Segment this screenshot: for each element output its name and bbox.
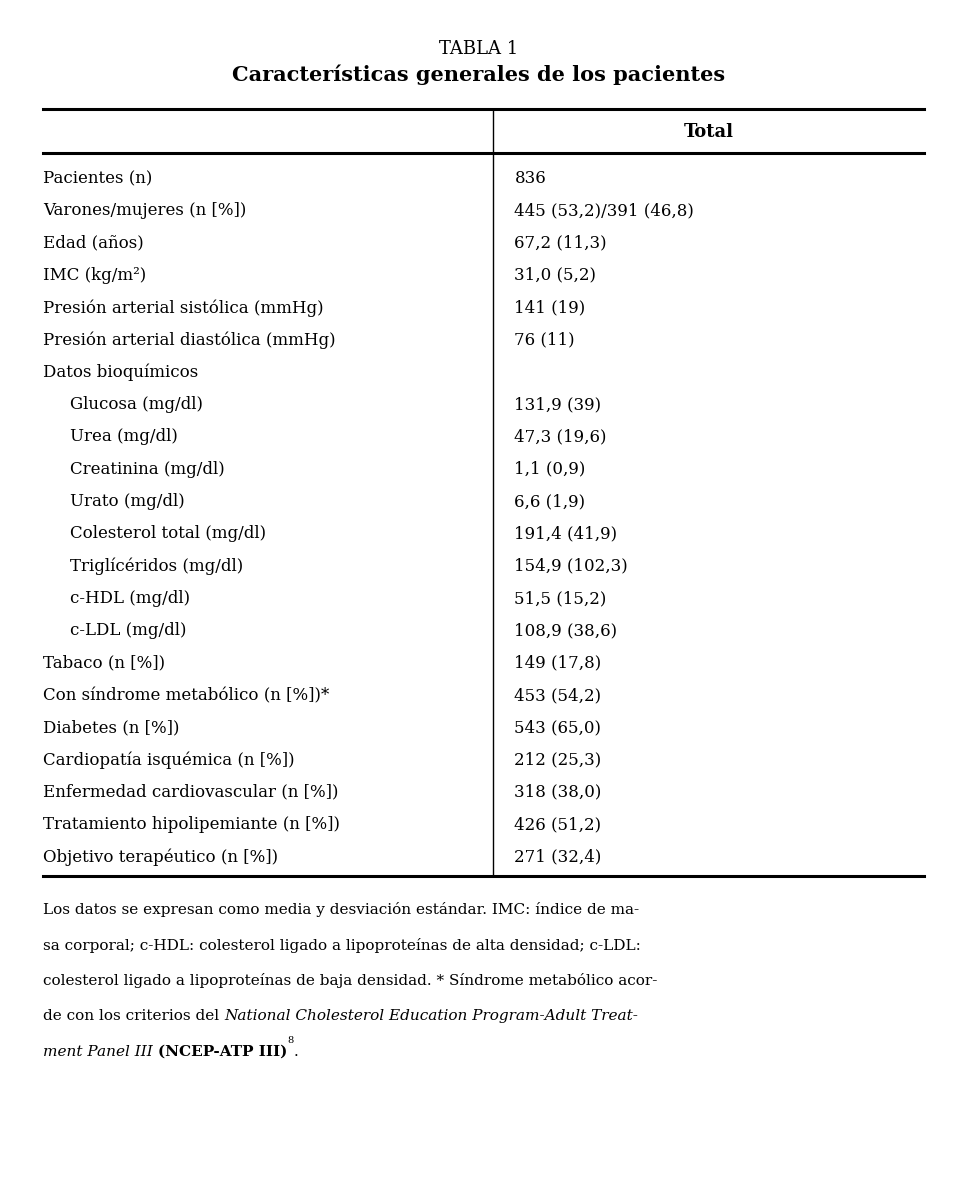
Text: Presión arterial diastólica (mmHg): Presión arterial diastólica (mmHg) bbox=[43, 331, 335, 349]
Text: Datos bioquímicos: Datos bioquímicos bbox=[43, 364, 198, 381]
Text: National Cholesterol Education Program-Adult Treat-: National Cholesterol Education Program-A… bbox=[224, 1009, 638, 1023]
Text: Diabetes (n [%]): Diabetes (n [%]) bbox=[43, 719, 179, 737]
Text: colesterol ligado a lipoproteínas de baja densidad. * Síndrome metabólico acor-: colesterol ligado a lipoproteínas de baj… bbox=[43, 973, 657, 988]
Text: 212 (25,3): 212 (25,3) bbox=[514, 752, 602, 769]
Text: 836: 836 bbox=[514, 170, 546, 187]
Text: 108,9 (38,6): 108,9 (38,6) bbox=[514, 623, 618, 639]
Text: 51,5 (15,2): 51,5 (15,2) bbox=[514, 590, 606, 607]
Text: 6,6 (1,9): 6,6 (1,9) bbox=[514, 493, 585, 510]
Text: Características generales de los pacientes: Características generales de los pacient… bbox=[233, 64, 725, 84]
Text: Los datos se expresan como media y desviación estándar. IMC: índice de ma-: Los datos se expresan como media y desvi… bbox=[43, 902, 639, 917]
Text: Creatinina (mg/dl): Creatinina (mg/dl) bbox=[70, 461, 225, 478]
Text: 76 (11): 76 (11) bbox=[514, 331, 575, 348]
Text: 543 (65,0): 543 (65,0) bbox=[514, 719, 602, 737]
Text: 271 (32,4): 271 (32,4) bbox=[514, 848, 602, 866]
Text: 191,4 (41,9): 191,4 (41,9) bbox=[514, 525, 618, 543]
Text: Tratamiento hipolipemiante (n [%]): Tratamiento hipolipemiante (n [%]) bbox=[43, 816, 340, 833]
Text: Presión arterial sistólica (mmHg): Presión arterial sistólica (mmHg) bbox=[43, 299, 324, 317]
Text: 141 (19): 141 (19) bbox=[514, 299, 585, 316]
Text: 131,9 (39): 131,9 (39) bbox=[514, 396, 602, 413]
Text: 1,1 (0,9): 1,1 (0,9) bbox=[514, 461, 586, 478]
Text: de con los criterios del: de con los criterios del bbox=[43, 1009, 224, 1023]
Text: Pacientes (n): Pacientes (n) bbox=[43, 170, 152, 187]
Text: c-HDL (mg/dl): c-HDL (mg/dl) bbox=[70, 590, 190, 607]
Text: Glucosa (mg/dl): Glucosa (mg/dl) bbox=[70, 396, 203, 413]
Text: 445 (53,2)/391 (46,8): 445 (53,2)/391 (46,8) bbox=[514, 202, 695, 220]
Text: 31,0 (5,2): 31,0 (5,2) bbox=[514, 267, 597, 284]
Text: Edad (años): Edad (años) bbox=[43, 234, 144, 252]
Text: ment Panel III: ment Panel III bbox=[43, 1044, 158, 1059]
Text: IMC (kg/m²): IMC (kg/m²) bbox=[43, 267, 147, 284]
Text: Objetivo terapéutico (n [%]): Objetivo terapéutico (n [%]) bbox=[43, 848, 278, 866]
Text: Urea (mg/dl): Urea (mg/dl) bbox=[70, 429, 178, 446]
Text: Enfermedad cardiovascular (n [%]): Enfermedad cardiovascular (n [%]) bbox=[43, 784, 338, 801]
Text: 149 (17,8): 149 (17,8) bbox=[514, 655, 602, 671]
Text: TABLA 1: TABLA 1 bbox=[440, 40, 518, 58]
Text: 426 (51,2): 426 (51,2) bbox=[514, 816, 602, 833]
Text: (NCEP-ATP III): (NCEP-ATP III) bbox=[158, 1044, 287, 1059]
Text: .: . bbox=[293, 1044, 298, 1059]
Text: 453 (54,2): 453 (54,2) bbox=[514, 687, 602, 704]
Text: Total: Total bbox=[684, 122, 734, 141]
Text: Triglícéridos (mg/dl): Triglícéridos (mg/dl) bbox=[70, 557, 243, 575]
Text: Cardiopatía isquémica (n [%]): Cardiopatía isquémica (n [%]) bbox=[43, 752, 295, 769]
Text: 318 (38,0): 318 (38,0) bbox=[514, 784, 602, 801]
Text: Urato (mg/dl): Urato (mg/dl) bbox=[70, 493, 185, 510]
Text: 67,2 (11,3): 67,2 (11,3) bbox=[514, 234, 607, 252]
Text: 154,9 (102,3): 154,9 (102,3) bbox=[514, 557, 628, 575]
Text: Tabaco (n [%]): Tabaco (n [%]) bbox=[43, 655, 165, 671]
Text: Con síndrome metabólico (n [%])*: Con síndrome metabólico (n [%])* bbox=[43, 687, 330, 704]
Text: Colesterol total (mg/dl): Colesterol total (mg/dl) bbox=[70, 525, 266, 543]
Text: 47,3 (19,6): 47,3 (19,6) bbox=[514, 429, 607, 446]
Text: Varones/mujeres (n [%]): Varones/mujeres (n [%]) bbox=[43, 202, 246, 220]
Text: sa corporal; c-HDL: colesterol ligado a lipoproteínas de alta densidad; c-LDL:: sa corporal; c-HDL: colesterol ligado a … bbox=[43, 937, 641, 953]
Text: c-LDL (mg/dl): c-LDL (mg/dl) bbox=[70, 623, 187, 639]
Text: 8: 8 bbox=[287, 1036, 293, 1045]
